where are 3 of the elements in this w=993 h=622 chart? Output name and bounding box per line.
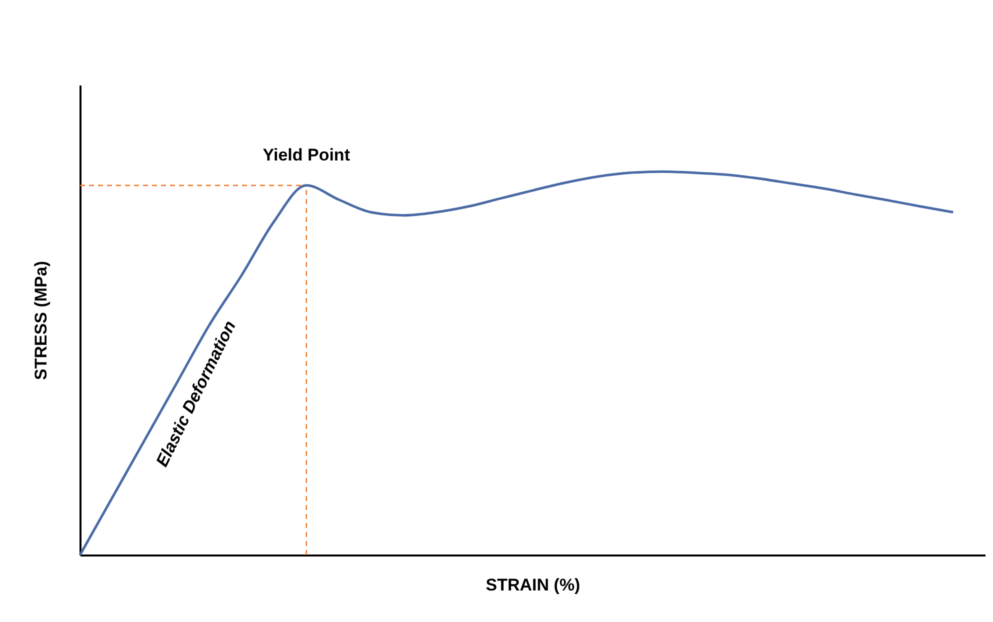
x-axis-title: STRAIN (%): [486, 576, 580, 594]
y-axis-title: STRESS (MPa): [32, 260, 50, 380]
text: Yield Point: [262, 145, 350, 164]
